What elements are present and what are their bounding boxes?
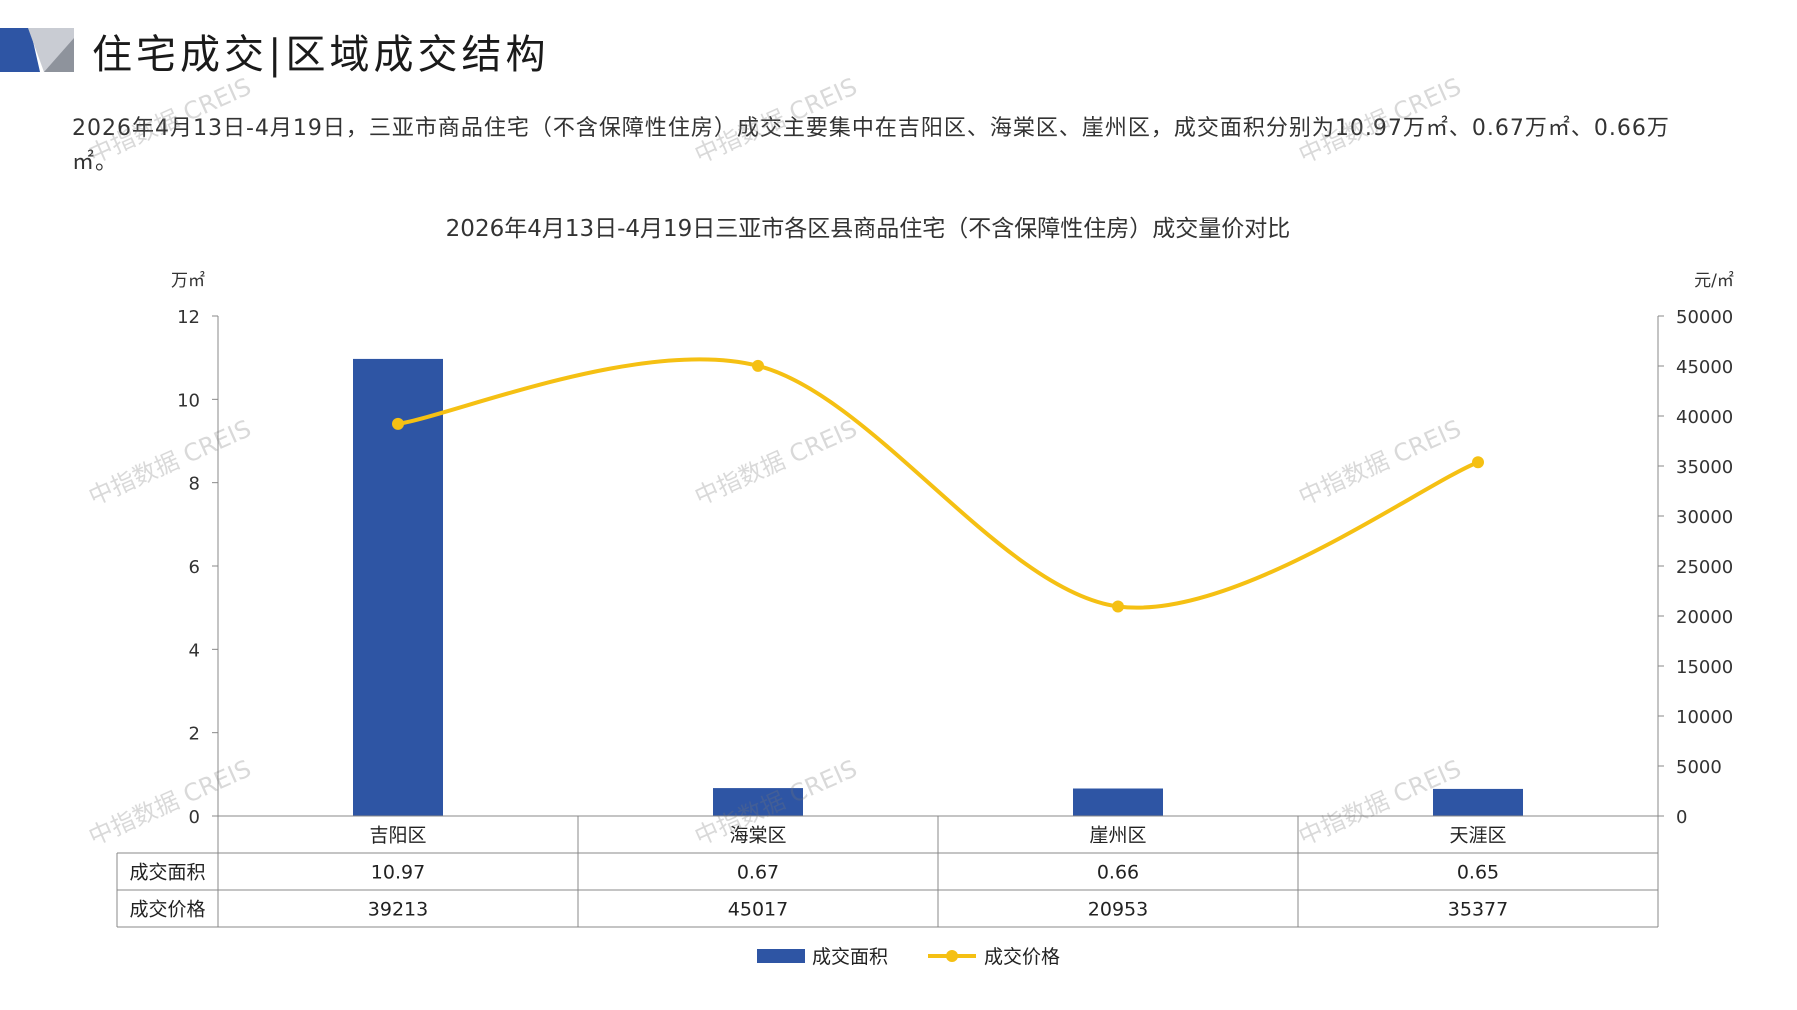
legend-bar-label: 成交面积 bbox=[812, 946, 888, 968]
right-tick-label: 5000 bbox=[1676, 757, 1722, 778]
category-label: 崖州区 bbox=[1089, 825, 1146, 847]
price-value-label: 20953 bbox=[1088, 899, 1148, 921]
right-tick-label: 35000 bbox=[1676, 457, 1733, 478]
bar-4 bbox=[1433, 788, 1523, 816]
bar-2 bbox=[713, 788, 803, 816]
left-tick-label: 12 bbox=[177, 307, 200, 328]
area-value-label: 10.97 bbox=[371, 862, 425, 884]
left-tick-label: 2 bbox=[189, 724, 200, 745]
left-tick-label: 4 bbox=[189, 640, 200, 661]
area-value-label: 0.65 bbox=[1457, 862, 1499, 884]
legend-line-marker bbox=[946, 950, 958, 962]
price-point-4 bbox=[1472, 456, 1484, 469]
price-value-label: 45017 bbox=[728, 899, 788, 921]
price-line bbox=[397, 357, 1479, 610]
area-value-label: 0.66 bbox=[1097, 862, 1139, 884]
price-value-label: 35377 bbox=[1448, 899, 1508, 921]
page-title: 住宅成交|区域成交结构 bbox=[92, 32, 550, 78]
bar-3 bbox=[1073, 788, 1163, 816]
price-point-3 bbox=[1112, 600, 1124, 613]
right-tick-label: 15000 bbox=[1676, 657, 1733, 678]
left-tick-label: 6 bbox=[189, 557, 200, 578]
right-tick-label: 20000 bbox=[1676, 607, 1733, 628]
right-tick-label: 40000 bbox=[1676, 407, 1733, 428]
right-tick-label: 30000 bbox=[1676, 507, 1733, 528]
legend-line-label: 成交价格 bbox=[984, 946, 1060, 968]
category-label: 天涯区 bbox=[1449, 825, 1506, 847]
price-point-1 bbox=[392, 417, 404, 430]
right-tick-label: 45000 bbox=[1676, 357, 1733, 378]
left-tick-label: 10 bbox=[177, 390, 200, 411]
right-tick-label: 25000 bbox=[1676, 557, 1733, 578]
price-point-2 bbox=[752, 359, 764, 372]
summary-text: 2026年4月13日-4月19日，三亚市商品住宅（不含保障性住房）成交主要集中在… bbox=[72, 116, 1670, 175]
category-label: 吉阳区 bbox=[369, 825, 426, 847]
category-label: 海棠区 bbox=[729, 825, 786, 847]
bar-1 bbox=[353, 358, 443, 816]
brand-logo bbox=[0, 28, 74, 72]
chart-title: 2026年4月13日-4月19日三亚市各区县商品住宅（不含保障性住房）成交量价对… bbox=[446, 216, 1291, 242]
right-axis-unit: 元/㎡ bbox=[1694, 271, 1734, 291]
left-tick-label: 8 bbox=[189, 474, 200, 495]
area-value-label: 0.67 bbox=[737, 862, 779, 884]
right-tick-label: 0 bbox=[1676, 807, 1687, 828]
left-axis-unit: 万㎡ bbox=[171, 271, 205, 291]
left-tick-label: 0 bbox=[189, 807, 200, 828]
legend-bar-swatch bbox=[757, 949, 805, 963]
right-tick-label: 50000 bbox=[1676, 307, 1733, 328]
row-label-price: 成交价格 bbox=[129, 899, 205, 921]
right-tick-label: 10000 bbox=[1676, 707, 1733, 728]
row-label-area: 成交面积 bbox=[129, 862, 205, 884]
price-value-label: 39213 bbox=[368, 899, 428, 921]
